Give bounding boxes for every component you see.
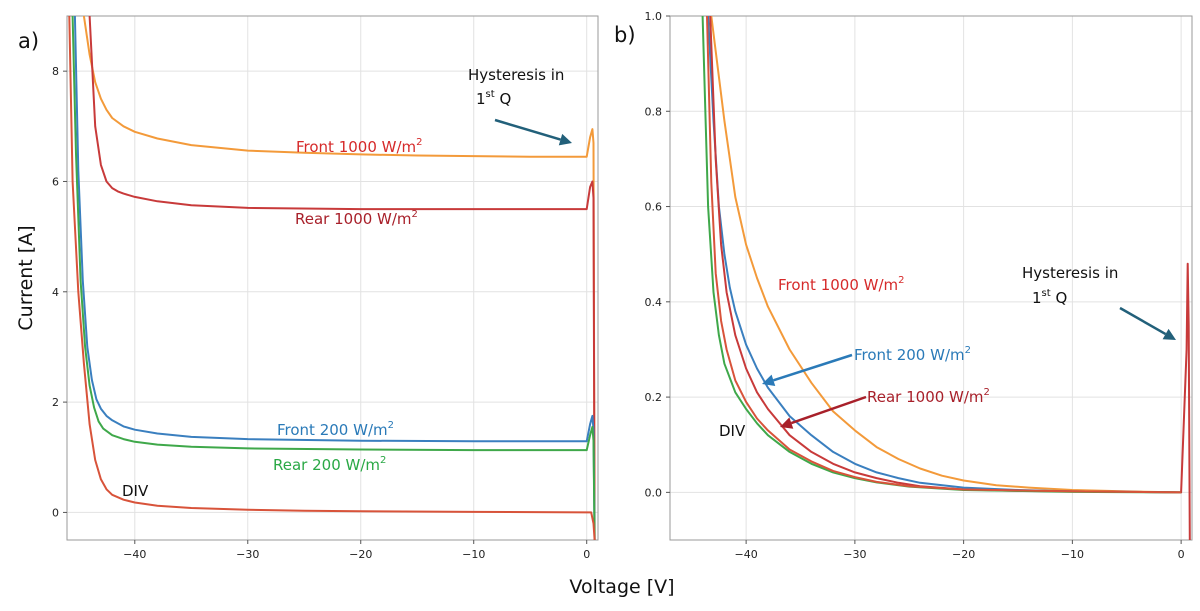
ann-sup: 2 [898, 275, 904, 286]
annotation-div: DIV [122, 482, 149, 500]
x-tick-label: −30 [843, 548, 866, 561]
series-line-front200 [73, 16, 596, 540]
x-tick-label: −10 [462, 548, 485, 561]
hysteresis-label-line1: Hysteresis in [1022, 264, 1118, 282]
hysteresis-arrow-head [558, 133, 572, 146]
ann-sup: st [1042, 288, 1051, 299]
series-line-front1000 [82, 16, 596, 540]
x-tick-label: −20 [349, 548, 372, 561]
panel-a: −40 −30 −20 −10 0 0 2 4 6 8 a) Hysteresis in 1st Q Fr… [18, 15, 599, 561]
ann-text: Front 1000 W/m [296, 138, 416, 156]
series-line-div [706, 16, 1182, 494]
x-tick-label: 0 [1178, 548, 1185, 561]
annotation-div: DIV [719, 422, 746, 440]
ann-text: Front 1000 W/m [778, 276, 898, 294]
y-tick-label: 0.4 [645, 296, 663, 309]
x-tick-label: −40 [123, 548, 146, 561]
series-line-front200 [707, 16, 1182, 494]
annotation-front200: Front 200 W/m2 [854, 345, 971, 364]
ann-text: Front 200 W/m [277, 421, 388, 439]
y-tick-label: 4 [52, 286, 59, 299]
y-tick-label: 8 [52, 65, 59, 78]
y-tick-label: 0.2 [645, 391, 663, 404]
ann-main: 1 [476, 90, 486, 108]
series-line-front1000 [710, 16, 1182, 494]
hysteresis-arrow-shaft [1119, 306, 1167, 336]
annotation-front1000: Front 1000 W/m2 [778, 275, 905, 294]
annotation-arrow-front200-head [762, 374, 776, 387]
ann-sup: 2 [984, 387, 990, 398]
y-tick-label: 1.0 [645, 10, 663, 23]
series-line-rear200 [71, 16, 596, 540]
series-line-rear200 [701, 16, 1182, 494]
panel-label: a) [18, 29, 39, 53]
x-axis-label: Voltage [V] [569, 576, 674, 598]
x-tick-label: −40 [735, 548, 758, 561]
ann-sup: 2 [388, 420, 394, 431]
annotation-rear1000: Rear 1000 W/m2 [295, 209, 418, 228]
series-group [68, 16, 596, 540]
ann-sup: 2 [965, 345, 971, 356]
series-line-div [68, 16, 596, 540]
hysteresis-label-line2: 1st Q [476, 89, 511, 108]
x-tick-label: −10 [1061, 548, 1084, 561]
panel-label: b) [614, 23, 636, 47]
y-tick-label: 0.6 [645, 201, 663, 214]
annotation-arrow-rear1000-shaft [790, 395, 867, 425]
ann-text: DIV [122, 482, 149, 500]
ann-text: DIV [719, 422, 746, 440]
annotation-rear1000: Rear 1000 W/m2 [867, 387, 990, 406]
series-line-rear1000 [88, 16, 596, 540]
y-tick-label: 0 [52, 506, 59, 519]
annotation-arrow-front200-shaft [773, 353, 853, 382]
hysteresis-arrow-head [1162, 328, 1176, 340]
series-line-rear1000 [709, 16, 1191, 540]
hysteresis-label-line2: 1st Q [1032, 288, 1067, 307]
x-tick-label: 0 [583, 548, 590, 561]
series-group [701, 16, 1191, 540]
panel-b: −40 −30 −20 −10 0 0.0 0.2 0.4 0.6 0.8 1.0 b) Hystere… [614, 10, 1193, 561]
y-tick-label: 0.0 [645, 486, 663, 499]
y-axis-label: Current [A] [15, 225, 37, 330]
annotation-rear200: Rear 200 W/m2 [273, 455, 386, 474]
plot-frame [669, 15, 1193, 541]
ann-text: Rear 1000 W/m [867, 388, 984, 406]
ann-sup: 2 [416, 137, 422, 148]
annotation-front200: Front 200 W/m2 [277, 420, 394, 439]
annotation-arrow-rear1000-head [780, 417, 794, 429]
x-tick-label: −30 [236, 548, 259, 561]
plot-frame [66, 15, 599, 541]
ann-text: Rear 200 W/m [273, 456, 380, 474]
ann-sup: st [486, 89, 495, 100]
ann-sup: 2 [412, 209, 418, 220]
ann-sup: 2 [380, 455, 386, 466]
hysteresis-arrow-shaft [494, 118, 561, 141]
x-tick-label: −20 [952, 548, 975, 561]
y-tick-label: 6 [52, 175, 59, 188]
annotation-front1000: Front 1000 W/m2 [296, 137, 423, 156]
ann-text: Rear 1000 W/m [295, 210, 412, 228]
ann-main: 1 [1032, 289, 1042, 307]
ann-end: Q [1051, 289, 1068, 307]
y-tick-label: 2 [52, 396, 59, 409]
hysteresis-label-line1: Hysteresis in [468, 66, 564, 84]
ann-end: Q [495, 90, 512, 108]
y-tick-label: 0.8 [645, 105, 663, 118]
ann-text: Front 200 W/m [854, 346, 965, 364]
